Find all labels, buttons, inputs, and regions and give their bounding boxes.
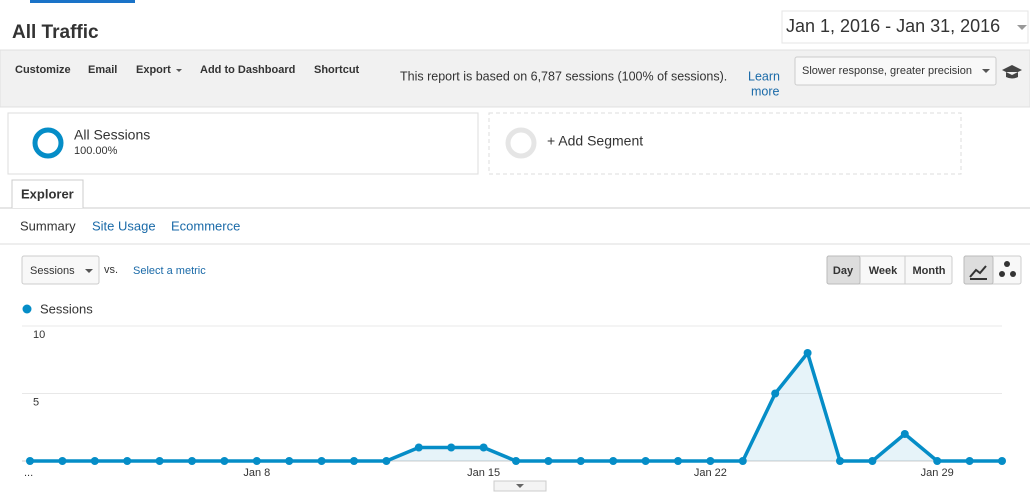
add-segment-card[interactable]	[488, 112, 962, 175]
active-tab-indicator	[30, 0, 135, 3]
point	[317, 457, 326, 465]
point	[58, 457, 67, 465]
line	[30, 351, 1002, 463]
caret	[176, 69, 182, 72]
segment-percent: 100.00%	[74, 145, 118, 157]
tab-label[interactable]: Explorer	[21, 186, 74, 201]
point	[447, 443, 456, 452]
segment-ring	[32, 127, 64, 159]
subtab[interactable]: Summary	[20, 218, 76, 233]
interval-button[interactable]: Day	[833, 265, 854, 277]
motion-chart-icon[interactable]	[999, 261, 1016, 277]
point	[26, 457, 34, 465]
point	[512, 457, 520, 465]
interval-button[interactable]: Month	[913, 265, 946, 277]
explorer-tab[interactable]	[11, 179, 84, 208]
segment-ring	[505, 127, 537, 159]
point	[350, 457, 358, 465]
point	[382, 457, 391, 465]
learn-more[interactable]: more	[751, 84, 780, 98]
toolbar-button[interactable]: Shortcut	[314, 64, 360, 76]
metric-dropdown[interactable]	[21, 255, 100, 285]
sampling-dropdown[interactable]	[794, 56, 997, 86]
point	[706, 457, 715, 465]
segment-name: All Sessions	[74, 127, 150, 143]
point	[90, 457, 99, 465]
add-segment[interactable]: + Add Segment	[547, 133, 643, 149]
toolbar-button[interactable]: Add to Dashboard	[200, 64, 295, 76]
y-tick-label: 5	[33, 396, 39, 408]
point	[933, 457, 942, 465]
point	[609, 457, 618, 465]
point	[868, 457, 877, 465]
point	[900, 430, 909, 438]
point	[285, 457, 294, 465]
point	[544, 457, 553, 465]
point	[641, 457, 650, 465]
plot: 5 10... Jan 8 Jan 15 Jan 22 Jan 29	[22, 325, 1006, 479]
toolbar-button[interactable]: Export	[136, 64, 171, 76]
segment-card[interactable]	[7, 112, 479, 175]
point	[803, 349, 812, 357]
interval-selected	[826, 255, 861, 285]
area	[30, 353, 1002, 461]
point	[738, 457, 747, 465]
caret	[516, 484, 524, 488]
interval-button[interactable]: Week	[869, 265, 898, 277]
point	[576, 457, 585, 465]
select-metric[interactable]: Select a metric	[133, 265, 206, 277]
page-title: All Traffic	[12, 22, 99, 43]
toolbar-button[interactable]: Customize	[15, 64, 71, 76]
caret	[85, 269, 93, 273]
point	[674, 457, 682, 465]
line-chart-icon	[969, 265, 987, 280]
metric-label[interactable]: Sessions	[30, 265, 75, 277]
point	[836, 457, 844, 465]
point	[220, 457, 229, 465]
x-tick-label: ...	[24, 467, 33, 479]
x-tick-label: Jan 29	[921, 467, 954, 479]
point	[414, 443, 423, 452]
toolbar-button[interactable]: Email	[88, 64, 117, 76]
date-range[interactable]: Jan 1, 2016 - Jan 31, 2016	[786, 16, 1000, 36]
point	[479, 443, 488, 452]
legend-dot	[22, 304, 32, 314]
point	[771, 389, 780, 398]
point	[965, 457, 974, 465]
point	[155, 457, 164, 465]
sampling-label[interactable]: Slower response, greater precision	[802, 65, 972, 77]
y-tick-label: 10	[33, 329, 45, 341]
x-tick-label: Jan 15	[467, 467, 500, 479]
legend-label: Sessions	[40, 301, 93, 316]
x-tick-label: Jan 22	[694, 467, 727, 479]
learn-more[interactable]: Learn	[748, 69, 780, 83]
subtab[interactable]: Ecommerce	[171, 218, 240, 233]
point	[998, 457, 1006, 465]
x-tick-label: Jan 8	[243, 467, 270, 479]
caret	[982, 69, 990, 73]
point	[123, 457, 132, 465]
subtab[interactable]: Site Usage	[92, 218, 156, 233]
vs-label: vs.	[104, 264, 118, 276]
point	[188, 457, 196, 465]
date-picker[interactable]	[781, 10, 1029, 44]
point	[252, 457, 261, 465]
report-note: This report is based on 6,787 sessions (…	[400, 69, 727, 83]
date-caret	[1017, 25, 1027, 30]
academy-icon[interactable]	[1002, 65, 1022, 79]
